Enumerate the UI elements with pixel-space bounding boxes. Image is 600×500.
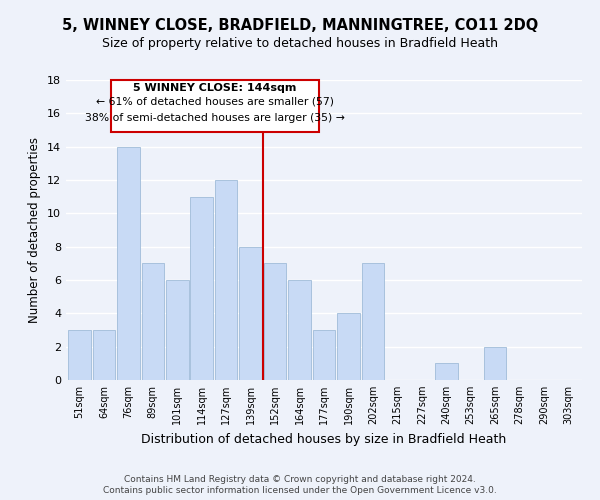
Bar: [117, 146, 140, 380]
Bar: [362, 264, 384, 380]
Bar: [215, 180, 238, 380]
Bar: [435, 364, 458, 380]
Bar: [337, 314, 360, 380]
Bar: [166, 280, 188, 380]
Bar: [92, 330, 115, 380]
Bar: [288, 280, 311, 380]
Y-axis label: Number of detached properties: Number of detached properties: [28, 137, 41, 323]
Bar: [264, 264, 286, 380]
FancyBboxPatch shape: [111, 80, 319, 132]
Bar: [484, 346, 506, 380]
Bar: [190, 196, 213, 380]
Bar: [313, 330, 335, 380]
Text: 5, WINNEY CLOSE, BRADFIELD, MANNINGTREE, CO11 2DQ: 5, WINNEY CLOSE, BRADFIELD, MANNINGTREE,…: [62, 18, 538, 32]
Bar: [68, 330, 91, 380]
X-axis label: Distribution of detached houses by size in Bradfield Heath: Distribution of detached houses by size …: [142, 432, 506, 446]
Text: 5 WINNEY CLOSE: 144sqm: 5 WINNEY CLOSE: 144sqm: [133, 82, 297, 92]
Bar: [142, 264, 164, 380]
Bar: [239, 246, 262, 380]
Text: ← 61% of detached houses are smaller (57): ← 61% of detached houses are smaller (57…: [96, 96, 334, 106]
Text: Contains public sector information licensed under the Open Government Licence v3: Contains public sector information licen…: [103, 486, 497, 495]
Text: Contains HM Land Registry data © Crown copyright and database right 2024.: Contains HM Land Registry data © Crown c…: [124, 475, 476, 484]
Text: Size of property relative to detached houses in Bradfield Heath: Size of property relative to detached ho…: [102, 38, 498, 51]
Text: 38% of semi-detached houses are larger (35) →: 38% of semi-detached houses are larger (…: [85, 114, 345, 124]
